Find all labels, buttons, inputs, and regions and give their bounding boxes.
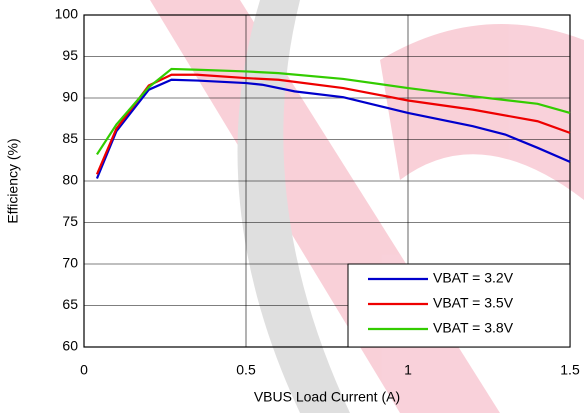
plot-frame — [83, 14, 571, 348]
x-tick-label: 1 — [404, 362, 412, 378]
x-tick-label: 0 — [80, 362, 88, 378]
x-tick-label: 0.5 — [236, 362, 256, 378]
y-tick-label: 90 — [62, 89, 78, 105]
y-tick-label: 75 — [62, 213, 78, 229]
y-tick-label: 80 — [62, 172, 78, 188]
y-tick-label: 70 — [62, 255, 78, 271]
line — [95, 78, 571, 179]
legend-label: VBAT = 3.8V — [433, 320, 514, 336]
y-tick-label: 95 — [62, 47, 78, 63]
x-tick-label: 1.5 — [560, 362, 580, 378]
y-tick-label: 85 — [62, 130, 78, 146]
line — [96, 67, 571, 156]
y-axis-label: Efficiency (%) — [5, 138, 21, 223]
legend-label: VBAT = 3.2V — [433, 270, 514, 286]
x-axis-label: VBUS Load Current (A) — [254, 389, 400, 405]
legend-label: VBAT = 3.5V — [433, 295, 514, 311]
legend-box — [347, 263, 571, 348]
y-tick-label: 65 — [62, 296, 78, 312]
y-tick-label: 100 — [55, 6, 79, 22]
y-tick-label: 60 — [62, 338, 78, 354]
watermark — [150, 0, 584, 413]
